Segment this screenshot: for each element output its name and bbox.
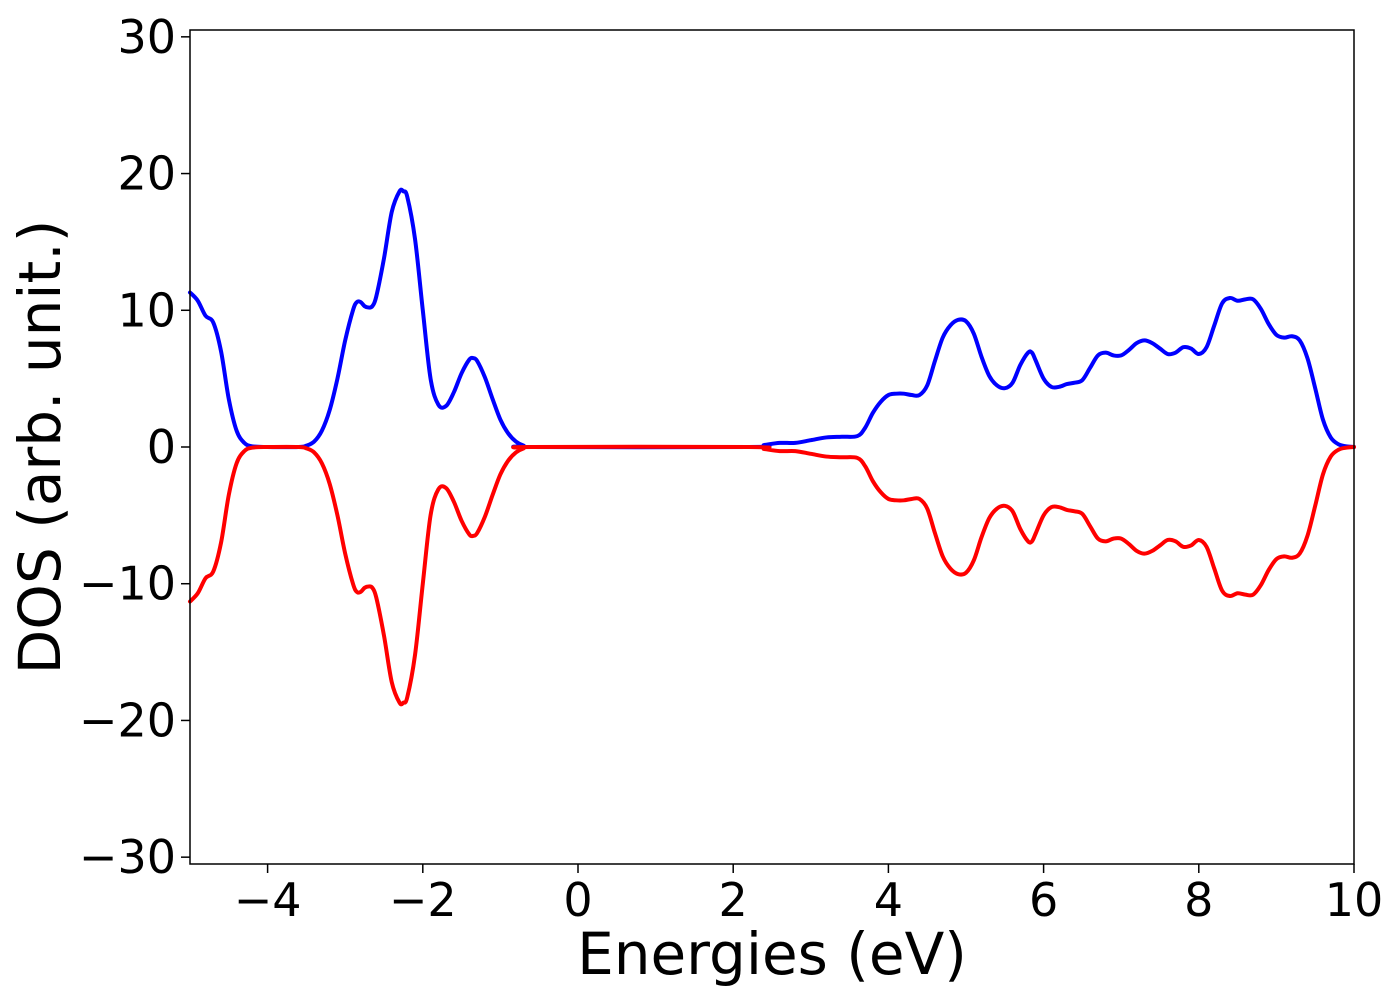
- y-axis-ticks: −30 −20 −10 0 10 20 30: [79, 10, 190, 884]
- series-layer: [188, 187, 1356, 707]
- y-tick-label: −30: [79, 830, 176, 884]
- x-tick-label: 4: [874, 873, 903, 927]
- plot-frame: [189, 29, 1355, 865]
- y-tick-label: −20: [79, 693, 176, 747]
- x-tick-label: −2: [389, 873, 457, 927]
- x-tick-label: 2: [719, 873, 748, 927]
- series-line-2: [188, 444, 1356, 707]
- y-tick-label: 0: [147, 420, 176, 474]
- x-tick-label: 8: [1184, 873, 1213, 927]
- x-tick-label: 10: [1325, 873, 1384, 927]
- y-axis-title: DOS (arb. unit.): [6, 220, 74, 675]
- x-tick-label: 0: [563, 873, 592, 927]
- x-tick-label: −4: [234, 873, 302, 927]
- x-axis-ticks: −4 −2 0 2 4 6 8 10: [234, 864, 1384, 927]
- y-tick-label: 30: [117, 10, 176, 64]
- y-tick-label: 20: [117, 147, 176, 201]
- y-tick-label: −10: [79, 557, 176, 611]
- x-tick-label: 6: [1029, 873, 1058, 927]
- y-tick-label: 10: [117, 283, 176, 337]
- series-line-1: [188, 187, 1356, 450]
- x-axis-title: Energies (eV): [577, 920, 967, 988]
